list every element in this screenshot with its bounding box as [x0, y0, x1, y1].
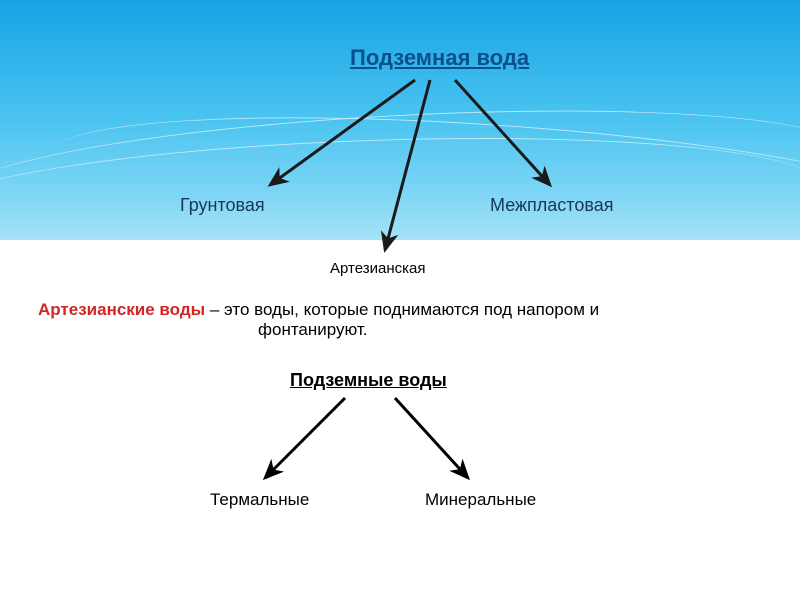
sky-banner [0, 0, 800, 240]
definition-term: Артезианские воды [38, 300, 205, 319]
diagram2-title: Подземные воды [290, 370, 447, 391]
diagram1-child: Межпластовая [490, 195, 613, 216]
diagram2-child: Минеральные [425, 490, 536, 510]
definition-rest: фонтанируют. [38, 320, 368, 339]
diagram2-child: Термальные [210, 490, 309, 510]
definition-text: Артезианские воды – это воды, которые по… [38, 300, 758, 340]
diagram1-title: Подземная вода [350, 45, 529, 71]
diagram1-child: Грунтовая [180, 195, 265, 216]
diagram1-child: Артезианская [330, 260, 425, 277]
diagram2-arrows [265, 398, 468, 478]
definition-rest: – это воды, которые поднимаются под напо… [205, 300, 599, 319]
